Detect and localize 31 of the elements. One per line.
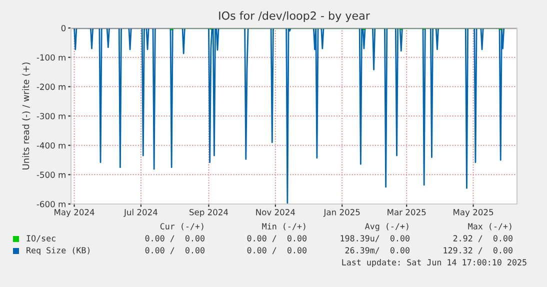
x-tick-label: Jul 2024 — [124, 208, 158, 217]
y-tick-label: -600 m — [36, 200, 66, 208]
y-tick-label: -500 m — [36, 172, 66, 178]
text: 26.39m/ 0.00 — [345, 247, 410, 254]
text: 0.00 / 0.00 — [145, 235, 204, 242]
y-tick-label: 0 — [61, 24, 66, 32]
y-tick-label: -100 m — [36, 54, 66, 61]
chart-title: IOs for /dev/loop2 - by year — [219, 11, 370, 22]
y-tick-label: -200 m — [36, 84, 66, 90]
text: Cur (-/+) — [160, 223, 204, 230]
legend-label: IO/sec — [26, 235, 56, 242]
text: Last update: Sat Jun 14 17:00:10 2025 — [342, 258, 526, 268]
x-tick-label: Mar 2025 — [388, 209, 426, 216]
y-tick-label: -400 m — [36, 142, 66, 149]
x-tick-label: Jan 2025 — [323, 209, 360, 217]
text: Avg (-/+) — [365, 222, 408, 232]
text: 198.39u/ 0.00 — [340, 235, 410, 242]
y-tick-label: -300 m — [36, 112, 66, 120]
text: 0.00 / 0.00 — [247, 235, 306, 242]
text: 129.32 / 0.00 — [444, 247, 512, 254]
x-tick-label: Nov 2024 — [256, 209, 296, 216]
text: 0.00 / 0.00 — [145, 247, 204, 254]
x-tick-label: Sep 2024 — [190, 209, 228, 217]
x-tick-label: May 2024 — [54, 209, 94, 217]
text: Max (-/+) — [468, 223, 512, 230]
text: 0.00 / 0.00 — [247, 247, 306, 254]
text: Min (-/+) — [262, 222, 306, 230]
text: 2.92 / 0.00 — [453, 235, 512, 242]
legend-label: Req Size (KB) — [26, 246, 90, 256]
x-tick-label: May 2025 — [454, 209, 494, 217]
y-axis-title: Units read (-) / write (+) — [22, 62, 30, 170]
